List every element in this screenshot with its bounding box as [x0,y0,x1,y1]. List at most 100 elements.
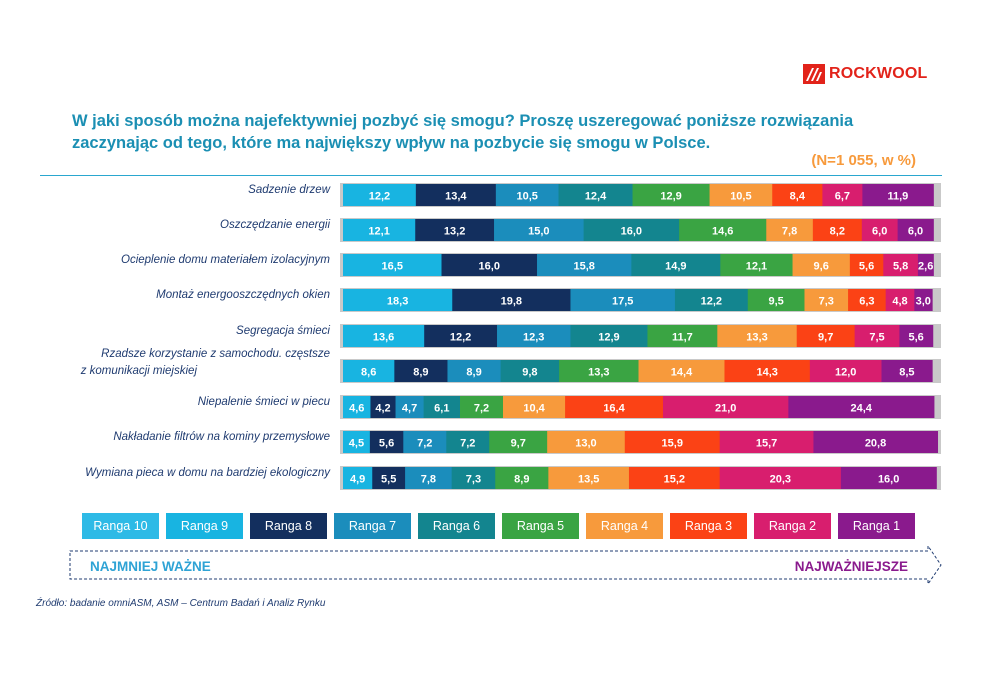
bar-segment [840,467,937,489]
data-label: 9,6 [814,261,829,273]
bar-segment [628,467,721,489]
legend-swatch [82,513,159,539]
bar-segment [370,396,396,418]
bar-segment [547,431,626,453]
bar-segment [881,360,933,382]
data-label: 15,9 [662,438,683,450]
data-label: 13,5 [578,474,599,486]
data-label: 15,7 [756,438,777,450]
bar-segment [500,360,560,382]
data-label: 13,2 [444,226,465,238]
data-label: 7,8 [421,474,436,486]
data-label: 13,3 [588,367,609,379]
legend-swatch [418,513,495,539]
bar-segment [495,184,559,206]
data-label: 6,0 [872,226,887,238]
legend-swatch [586,513,663,539]
data-label: 11,7 [672,332,693,344]
bar-segment [372,467,406,489]
bar-segment [415,219,495,241]
data-label: 12,2 [450,332,471,344]
data-label: 12,0 [835,367,856,379]
data-label: 7,5 [869,332,884,344]
bar-segment [883,254,919,276]
data-label: 3,0 [916,296,931,308]
data-label: 10,5 [730,191,751,203]
data-label: 17,5 [612,296,633,308]
data-label: 24,4 [850,403,872,415]
bar-segment [724,360,811,382]
bar-segment [624,431,721,453]
data-label: 20,3 [770,474,791,486]
bar-segment [447,360,502,382]
data-label: 18,3 [387,296,408,308]
bar-segment [343,219,416,241]
data-label: 9,5 [768,296,783,308]
data-label: 21,0 [715,403,736,415]
legend-label: Ranga 10 [93,519,147,533]
category-label: Niepalenie śmieci w piecu [198,396,331,408]
bar-segment [899,325,934,347]
bar-segment [804,289,849,311]
legend-swatch [838,513,915,539]
category-label: Wymiana pieca w domu na bardziej ekologi… [85,467,331,479]
data-label: 9,7 [818,332,833,344]
chart-title: W jaki sposób można najefektywniej pozby… [72,112,854,152]
bar-segment [796,325,856,347]
data-label: 2,6 [918,261,933,273]
bar-segment [822,184,863,206]
bar-segment [495,467,549,489]
bar-segment [720,254,793,276]
bar-segment [809,360,882,382]
data-label: 7,3 [819,296,834,308]
data-label: 8,9 [514,474,529,486]
bar-segment [788,396,935,418]
bar-segment [662,396,789,418]
bar-segment [424,325,498,347]
bar-segment [537,254,632,276]
bar-segment [848,289,887,311]
bar-segment [914,289,933,311]
bar-segment [343,467,373,489]
data-label: 9,7 [511,438,526,450]
data-label: 5,6 [859,261,874,273]
data-label: 12,1 [368,226,389,238]
bar-segment [885,289,915,311]
bar-segment [343,360,395,382]
data-label: 4,7 [402,403,417,415]
bar-segment [709,184,773,206]
bar-segment [423,396,461,418]
data-label: 20,8 [865,438,886,450]
data-label: 6,3 [859,296,874,308]
legend-label: Ranga 8 [265,519,312,533]
bar-segment [679,219,767,241]
bar-segment [849,254,884,276]
bar-segment [917,254,934,276]
data-label: 14,4 [671,367,693,379]
bar-segment [548,467,630,489]
data-label: 8,9 [466,367,481,379]
bar-segment [452,289,571,311]
legend-swatch [250,513,327,539]
data-label: 11,9 [888,191,909,203]
bar-segment [638,360,725,382]
data-label: 12,9 [660,191,681,203]
legend-label: Ranga 4 [601,519,648,533]
bar-segment [343,289,453,311]
bar-segment [494,219,584,241]
category-label: Rzadsze korzystanie z samochodu. częstsz… [80,348,330,377]
legend-swatch [754,513,831,539]
scale-label-right: NAJWAŻNIEJSZE [795,559,908,574]
bar-segment [369,431,404,453]
bar-segment [813,431,939,453]
bar-segment [403,431,447,453]
title-divider [40,175,942,176]
bar-segment [766,219,814,241]
legend-swatch [670,513,747,539]
data-label: 4,2 [375,403,390,415]
bar-segment [405,467,453,489]
bar-segment [395,396,424,418]
data-label: 8,4 [790,191,806,203]
legend-label: Ranga 2 [769,519,816,533]
bar-segment [415,184,497,206]
